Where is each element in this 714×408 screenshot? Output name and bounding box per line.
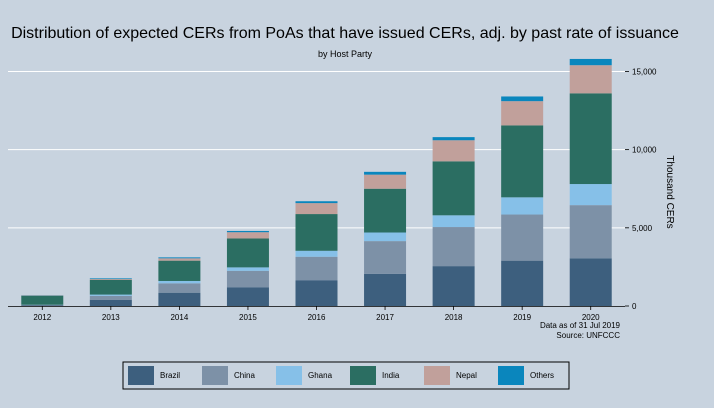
note-date: Data as of 31 Jul 2019 bbox=[540, 321, 621, 330]
bar-nepal-2016 bbox=[295, 203, 338, 215]
legend-label-brazil: Brazil bbox=[160, 371, 180, 380]
legend-swatch-ghana bbox=[276, 366, 302, 385]
bar-others-2017 bbox=[364, 171, 407, 175]
bar-brazil-2020 bbox=[569, 258, 612, 306]
chart-title: Distribution of expected CERs from PoAs … bbox=[11, 25, 679, 42]
bar-china-2016 bbox=[295, 256, 338, 281]
bar-brazil-2012 bbox=[21, 305, 64, 306]
bar-brazil-2015 bbox=[226, 287, 269, 306]
bar-others-2018 bbox=[432, 137, 475, 141]
bar-india-2019 bbox=[501, 125, 544, 198]
chart-subtitle: by Host Party bbox=[318, 49, 373, 59]
bar-ghana-2016 bbox=[295, 250, 338, 257]
bar-ghana-2013 bbox=[89, 294, 132, 296]
bar-india-2020 bbox=[569, 93, 612, 185]
bar-nepal-2015 bbox=[226, 232, 269, 239]
bar-brazil-2016 bbox=[295, 280, 338, 306]
legend-swatch-india bbox=[350, 366, 376, 385]
x-tick-label: 2015 bbox=[239, 313, 257, 322]
legend-swatch-brazil bbox=[128, 366, 154, 385]
bar-india-2016 bbox=[295, 214, 338, 251]
legend-label-ghana: Ghana bbox=[308, 371, 333, 380]
x-tick-labels: 2012 2013 2014 2015 2016 2017 2018 2019 2020 bbox=[33, 306, 600, 322]
bar-others-2014 bbox=[158, 257, 201, 259]
legend-label-india: India bbox=[382, 371, 400, 380]
bar-nepal-2013 bbox=[89, 278, 132, 280]
x-tick-label: 2012 bbox=[33, 313, 51, 322]
bar-nepal-2020 bbox=[569, 65, 612, 94]
bar-others-2013 bbox=[89, 278, 132, 279]
bar-ghana-2018 bbox=[432, 215, 475, 228]
bar-nepal-2017 bbox=[364, 174, 407, 189]
legend-label-nepal: Nepal bbox=[456, 371, 477, 380]
legend-swatch-china bbox=[202, 366, 228, 385]
bar-others-2020 bbox=[569, 58, 612, 66]
legend-label-others: Others bbox=[530, 371, 554, 380]
y-tick-labels: 0 5,000 10,000 15,000 bbox=[625, 67, 657, 311]
bar-china-2015 bbox=[226, 270, 269, 288]
bars bbox=[21, 58, 612, 306]
bar-brazil-2019 bbox=[501, 260, 544, 306]
y-tick-label: 0 bbox=[632, 302, 637, 311]
legend-swatch-others bbox=[498, 366, 524, 385]
bar-india-2018 bbox=[432, 161, 475, 216]
bar-others-2015 bbox=[226, 230, 269, 233]
bar-ghana-2017 bbox=[364, 232, 407, 242]
bar-nepal-2019 bbox=[501, 101, 544, 126]
x-tick-label: 2013 bbox=[102, 313, 120, 322]
bar-nepal-2014 bbox=[158, 258, 201, 261]
bar-ghana-2019 bbox=[501, 197, 544, 215]
bar-india-2014 bbox=[158, 260, 201, 281]
bar-india-2012 bbox=[21, 295, 64, 305]
bar-brazil-2018 bbox=[432, 266, 475, 306]
legend-label-china: China bbox=[234, 371, 255, 380]
y-axis-label: Thousand CERs bbox=[664, 155, 675, 228]
bar-nepal-2018 bbox=[432, 140, 475, 162]
y-tick-label: 15,000 bbox=[632, 67, 657, 76]
note-source: Source: UNFCCC bbox=[556, 331, 620, 340]
x-tick-label: 2020 bbox=[582, 313, 600, 322]
legend: Brazil China Ghana India Nepal Others bbox=[128, 366, 554, 385]
x-tick-label: 2019 bbox=[513, 313, 531, 322]
legend-swatch-nepal bbox=[424, 366, 450, 385]
bar-india-2017 bbox=[364, 188, 407, 233]
bar-others-2016 bbox=[295, 201, 338, 204]
x-tick-label: 2016 bbox=[308, 313, 326, 322]
x-tick-label: 2017 bbox=[376, 313, 394, 322]
bar-china-2013 bbox=[89, 295, 132, 300]
bar-china-2017 bbox=[364, 241, 407, 274]
bar-china-2020 bbox=[569, 205, 612, 259]
bar-others-2019 bbox=[501, 96, 544, 102]
bar-brazil-2014 bbox=[158, 292, 201, 306]
bar-ghana-2015 bbox=[226, 267, 269, 271]
bar-brazil-2017 bbox=[364, 273, 407, 306]
x-tick-label: 2014 bbox=[170, 313, 188, 322]
bar-india-2015 bbox=[226, 238, 269, 268]
x-tick-label: 2018 bbox=[445, 313, 463, 322]
y-tick-label: 10,000 bbox=[632, 146, 657, 155]
bar-china-2018 bbox=[432, 227, 475, 267]
bar-india-2013 bbox=[89, 279, 132, 295]
legend-box bbox=[122, 361, 570, 390]
bar-ghana-2020 bbox=[569, 184, 612, 206]
bar-china-2014 bbox=[158, 283, 201, 293]
bar-china-2019 bbox=[501, 214, 544, 261]
y-tick-label: 5,000 bbox=[632, 224, 653, 233]
bar-ghana-2014 bbox=[158, 280, 201, 284]
bar-brazil-2013 bbox=[89, 299, 132, 306]
